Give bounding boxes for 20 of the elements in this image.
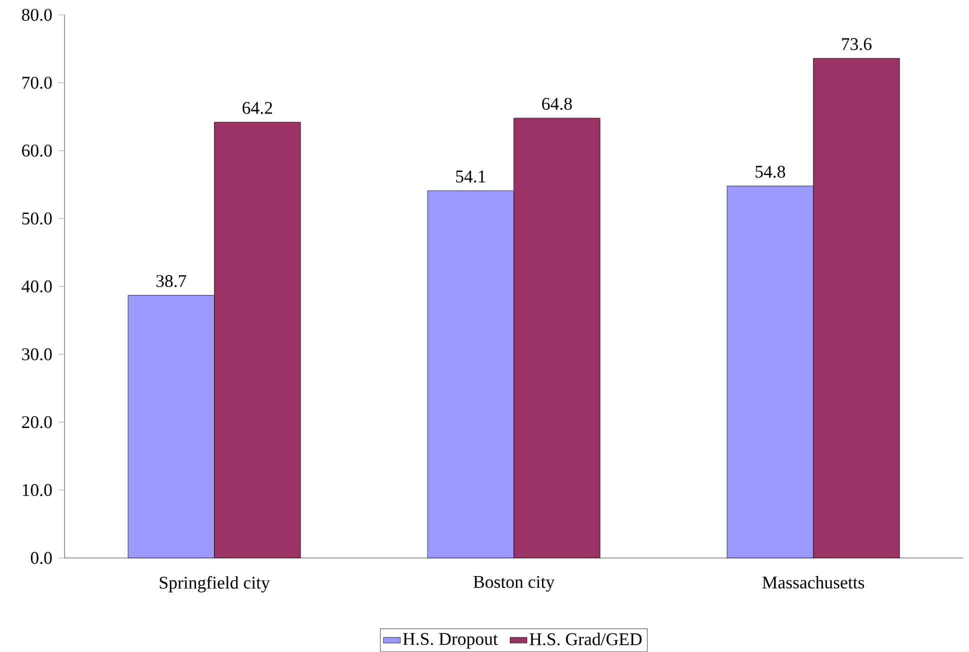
data-label: 73.6 — [842, 38, 872, 50]
y-tick-label: 10.0 — [22, 484, 52, 496]
data-label: 64.2 — [242, 102, 272, 114]
data-label: 54.8 — [756, 166, 786, 178]
y-tick-label: 20.0 — [22, 416, 52, 428]
x-tick-label: Massachusetts — [762, 576, 864, 589]
legend-label: H.S. Grad/GED — [530, 632, 642, 646]
y-tick-label: 0.0 — [30, 552, 52, 564]
data-label: 64.8 — [542, 98, 572, 110]
y-tick-label: 60.0 — [22, 144, 52, 157]
y-tick-label: 50.0 — [22, 212, 52, 225]
y-tick-label: 40.0 — [22, 280, 52, 293]
y-tick-label: 30.0 — [22, 348, 52, 360]
y-tick-label: 70.0 — [22, 76, 52, 89]
y-tick-label: 80.0 — [22, 8, 52, 21]
data-label: 54.1 — [456, 170, 486, 183]
x-tick-label: Springfield city — [160, 576, 270, 592]
legend-label: H.S. Dropout — [403, 633, 498, 649]
x-tick-label: Boston city — [474, 576, 555, 592]
data-label: 38.7 — [156, 275, 186, 288]
